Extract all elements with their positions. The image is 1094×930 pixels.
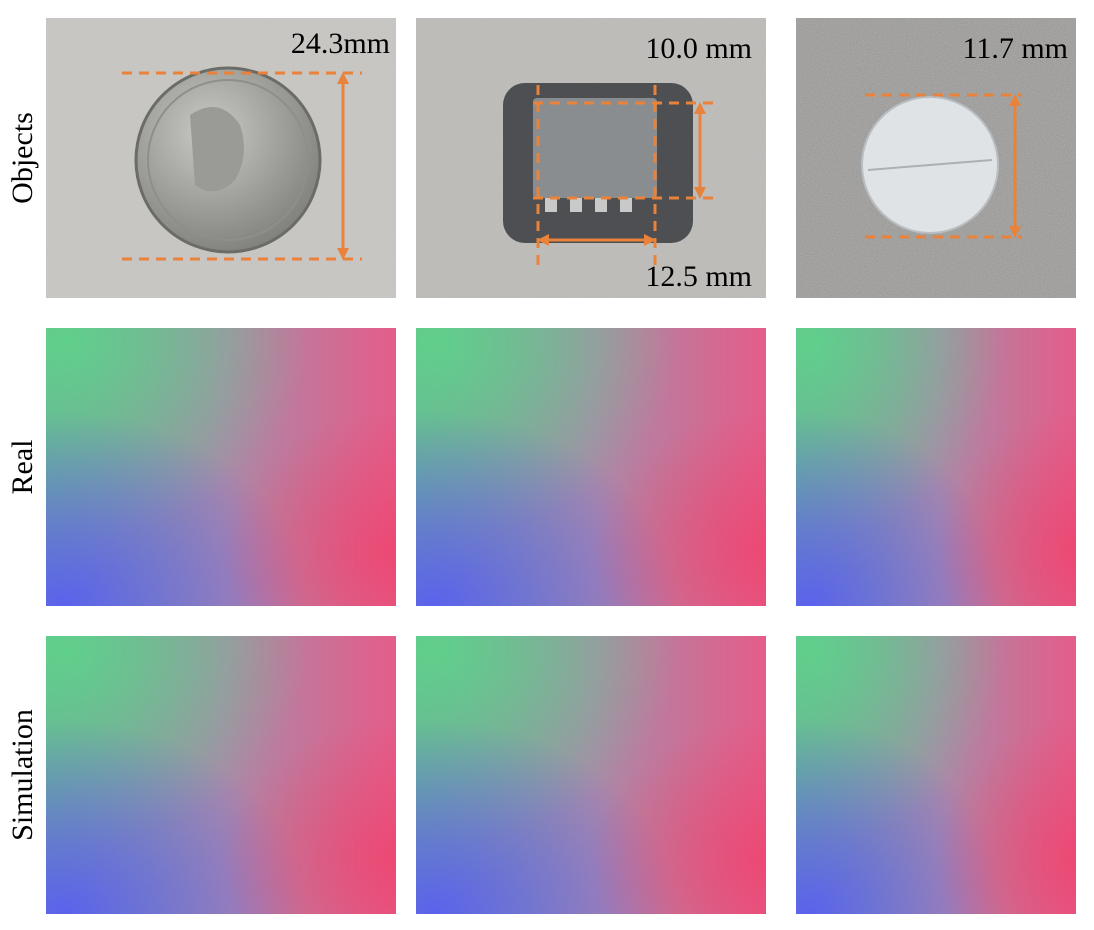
row-label: Simulation — [6, 709, 39, 841]
tactile-shading — [796, 636, 1076, 914]
objects-row: 24.3mm 10.0 mm 12.5 mm 11.7 mm — [46, 18, 1076, 298]
chip — [533, 98, 657, 198]
pill-measurement: 11.7 mm — [962, 32, 1068, 65]
tactile-shading — [416, 636, 766, 914]
tactile-shading — [796, 328, 1076, 606]
tactile-shading — [416, 328, 766, 606]
row-label: Real — [6, 440, 39, 495]
chip-height-measurement: 10.0 mm — [645, 32, 752, 65]
tactile-shading — [46, 328, 396, 606]
row-label: Objects — [6, 112, 39, 204]
tactile-rows — [46, 328, 1076, 914]
tactile-shading — [46, 636, 396, 914]
coin-measurement: 24.3mm — [291, 27, 390, 60]
chip-width-measurement: 12.5 mm — [645, 260, 752, 293]
